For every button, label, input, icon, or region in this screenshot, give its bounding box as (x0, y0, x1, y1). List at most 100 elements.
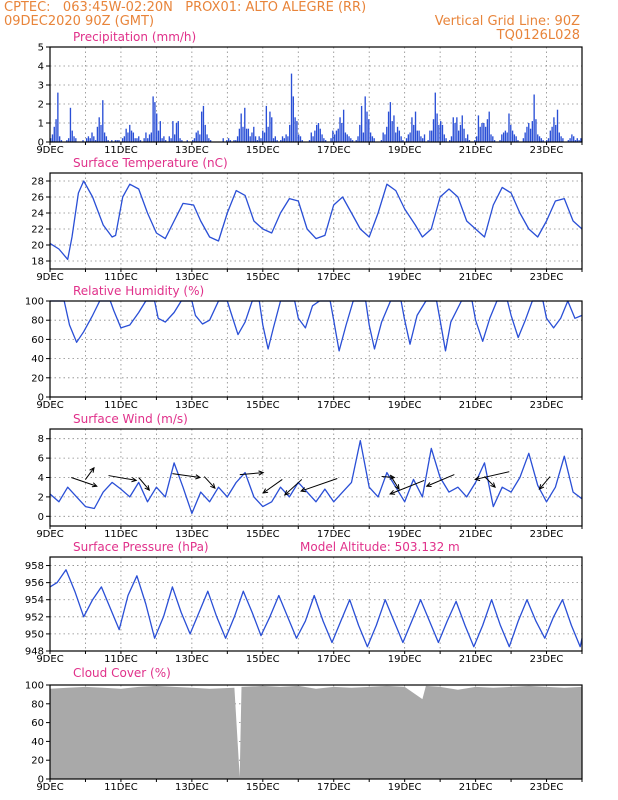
wind-arrow (475, 471, 510, 480)
precip-bar (420, 136, 422, 142)
wind-arrow (262, 479, 283, 494)
pressure-ytick-label: 950 (25, 629, 44, 640)
precip-bar (233, 140, 235, 142)
precip-bar (127, 132, 129, 142)
precip-bar (256, 140, 259, 142)
precip-frame (49, 46, 583, 143)
cloud-xtick-label: 15DEC (246, 782, 280, 793)
wind-arrow-head (474, 475, 481, 482)
precip-bar (134, 138, 136, 142)
precip-xtick-label: 11DEC (104, 145, 138, 156)
wind-arrow-head (144, 485, 151, 491)
precip-bar (350, 138, 352, 142)
wind-ytick-label: 0 (38, 512, 44, 523)
precip-bar (449, 140, 451, 142)
temp-xtick-label: 13DEC (175, 272, 209, 283)
precip-bar (443, 134, 445, 142)
precip-bar (555, 124, 557, 142)
precip-bar (116, 140, 118, 142)
precip-bar (432, 119, 435, 142)
precip-bar (157, 130, 160, 142)
precip-bar (342, 109, 345, 142)
precip-bar (441, 124, 444, 142)
precip-bar (414, 111, 417, 142)
precip-bar (339, 117, 341, 142)
precip-bar (371, 136, 374, 142)
precip-xtick-label: 21DEC (459, 145, 493, 156)
precip-bar (148, 134, 151, 142)
precip-bar (333, 134, 336, 142)
precip-bar (391, 121, 393, 142)
precip-bar (172, 121, 174, 142)
pressure-title: Surface Pressure (hPa) (73, 540, 209, 554)
precip-bar (287, 136, 289, 142)
precip-bar (558, 132, 560, 142)
precip-bar (389, 102, 392, 142)
precip-bar (280, 140, 282, 142)
precip-bar (181, 140, 183, 142)
precip-bar (438, 124, 440, 142)
precip-bar (89, 138, 91, 142)
rh-title: Relative Humidity (%) (73, 284, 204, 298)
precip-bar (569, 138, 571, 142)
precip-bar (253, 126, 255, 142)
pressure-ytick-label: 956 (25, 578, 44, 589)
precip-bar (94, 140, 97, 142)
precip-title: Precipitation (mm/h) (73, 30, 196, 44)
precip-bar (310, 132, 312, 142)
rh-ytick-label: 40 (31, 354, 44, 365)
precip-bar (492, 136, 494, 142)
precip-bar (359, 124, 361, 142)
cloud-xtick-label: 17DEC (317, 782, 351, 793)
pressure-ytick-label: 952 (25, 612, 44, 623)
precip-bar (513, 134, 516, 142)
wind-arrow-head (300, 487, 307, 493)
wind-title: Surface Wind (m/s) (73, 412, 188, 426)
precip-bar (242, 126, 244, 142)
wind-arrow (539, 476, 551, 490)
precip-bar (60, 140, 63, 142)
precip-bar (200, 111, 203, 142)
precip-bar (53, 126, 55, 142)
precip-bar (152, 96, 154, 142)
precip-bar (459, 124, 462, 142)
precip-bar (360, 105, 363, 142)
precip-bar (91, 132, 93, 142)
wind-arrow (138, 477, 150, 491)
precip-bar (423, 134, 426, 142)
precip-bar (477, 115, 480, 142)
precip-bar (175, 123, 178, 142)
header-model-id: TQ0126L028 (496, 28, 580, 43)
precip-bar (481, 123, 483, 142)
precip-bar (150, 132, 152, 142)
wind-arrow-head (89, 466, 95, 473)
precip-bar (145, 132, 147, 142)
precip-bar (296, 121, 298, 142)
precip-bar (573, 136, 575, 142)
precip-bar (547, 138, 550, 142)
precip-bar (290, 73, 293, 142)
precip-bar (553, 117, 555, 142)
precip-bar (240, 113, 242, 142)
wind-arrow (71, 477, 97, 487)
precip-bar (499, 140, 501, 142)
precip-bar (546, 140, 548, 142)
precip-bar (209, 140, 212, 142)
precip-bar (103, 132, 106, 142)
wind-arrow-head (283, 490, 290, 496)
precip-bar (238, 128, 241, 142)
precip-ytick-label: 2 (38, 100, 44, 111)
precip-bar (139, 140, 142, 142)
cloud-ytick-label: 100 (25, 681, 44, 692)
precip-bar (55, 119, 57, 142)
wind-xtick-label: 15DEC (246, 529, 280, 540)
temp-ytick-label: 20 (31, 241, 44, 252)
precip-bar (578, 140, 580, 142)
cloud-xtick-label: 23DEC (530, 782, 564, 793)
precip-xtick-label: 19DEC (388, 145, 422, 156)
precip-bar (422, 138, 424, 142)
precip-bar (258, 136, 260, 142)
precip-bar (170, 138, 172, 142)
precip-ytick-label: 3 (38, 81, 44, 92)
temp-ytick-label: 18 (31, 257, 44, 268)
